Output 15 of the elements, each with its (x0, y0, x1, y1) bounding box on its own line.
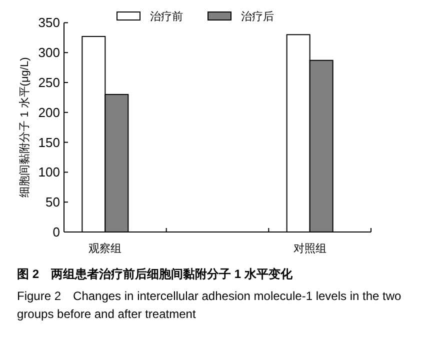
y-tick-label: 150 (38, 134, 60, 150)
y-tick-label: 250 (38, 75, 60, 90)
caption: 图 2 两组患者治疗前后细胞间黏附分子 1 水平变化 (17, 267, 294, 281)
legend-label: 治疗前 (150, 10, 183, 23)
x-tick-label: 观察组 (88, 242, 122, 255)
y-tick-label: 50 (46, 194, 60, 210)
y-tick-label: 0 (52, 224, 60, 240)
y-tick-label: 200 (38, 104, 60, 120)
legend-label: 治疗后 (241, 10, 274, 23)
y-tick-label: 350 (38, 15, 60, 30)
caption: Figure 2 Changes in intercellular adhesion molecule-1 levels in the two groups before and after treatment (17, 289, 402, 321)
y-tick-label: 300 (38, 45, 60, 60)
x-tick-label: 对照组 (293, 242, 326, 255)
y-axis-title: 细胞间黏附分子 1 水平(μg/L) (18, 57, 31, 198)
y-tick-label: 100 (38, 164, 60, 180)
